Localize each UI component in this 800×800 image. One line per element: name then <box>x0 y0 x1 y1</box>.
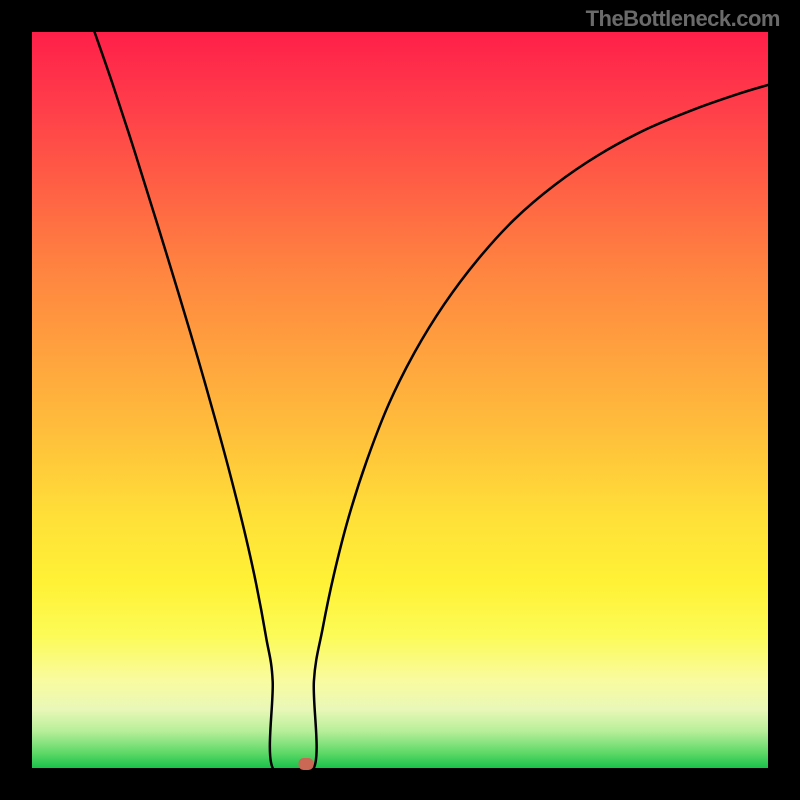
watermark-text: TheBottleneck.com <box>586 6 780 32</box>
plot-area <box>32 32 768 768</box>
curve-line <box>95 32 768 779</box>
apex-marker <box>298 758 313 770</box>
chart-container: TheBottleneck.com <box>0 0 800 800</box>
bottleneck-curve <box>32 32 768 768</box>
